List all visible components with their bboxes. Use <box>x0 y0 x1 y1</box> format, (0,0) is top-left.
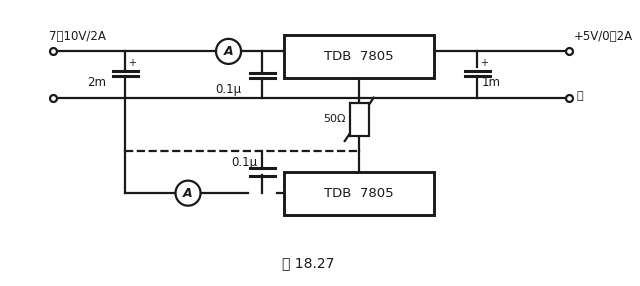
Text: 1m: 1m <box>482 76 501 89</box>
Bar <box>284 172 434 215</box>
Text: TDB  7805: TDB 7805 <box>324 187 394 200</box>
Text: 7～10V/2A: 7～10V/2A <box>49 30 106 43</box>
Bar <box>284 35 434 78</box>
Text: A: A <box>224 45 234 58</box>
Text: +5V/0～2A: +5V/0～2A <box>573 30 633 43</box>
Text: +: + <box>480 58 488 68</box>
Text: A: A <box>183 187 193 200</box>
Text: TDB  7805: TDB 7805 <box>324 50 394 63</box>
Bar <box>349 102 369 136</box>
Text: 0.1μ: 0.1μ <box>231 156 257 169</box>
Text: 0.1μ: 0.1μ <box>215 84 241 96</box>
Text: 50Ω: 50Ω <box>323 114 346 124</box>
Text: 图 18.27: 图 18.27 <box>282 257 335 271</box>
Text: +: + <box>128 58 136 68</box>
Text: －: － <box>577 91 583 101</box>
Text: 2m: 2m <box>87 76 106 89</box>
